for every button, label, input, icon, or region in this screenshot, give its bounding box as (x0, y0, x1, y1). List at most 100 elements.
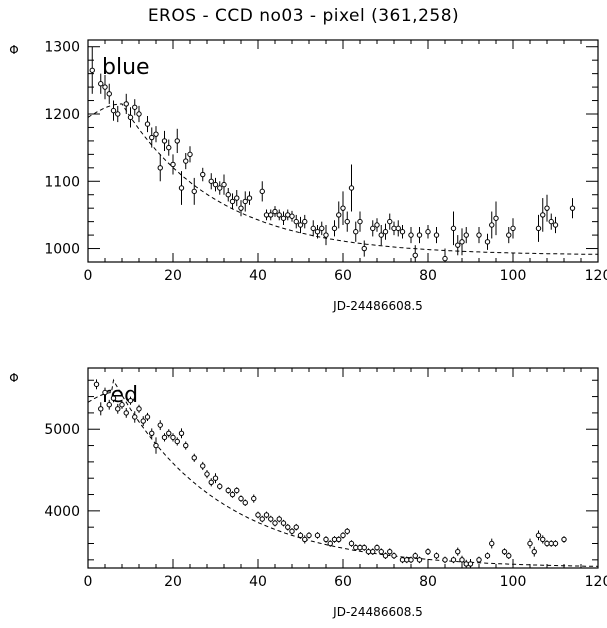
y-axis-title: Φ (9, 371, 18, 385)
data-point (442, 255, 448, 262)
data-point (370, 225, 376, 232)
data-point (106, 402, 112, 408)
data-point (552, 222, 559, 228)
data-point (272, 520, 278, 526)
data-point (127, 397, 134, 404)
data-point (174, 138, 180, 144)
data-point (183, 158, 189, 164)
data-point (212, 475, 219, 481)
x-tick-label: 60 (334, 268, 352, 284)
data-point (149, 430, 155, 437)
data-point (149, 134, 155, 141)
data-point (404, 557, 410, 563)
data-point (110, 395, 117, 401)
data-point (132, 414, 138, 420)
data-point (208, 479, 214, 485)
data-point (544, 540, 550, 547)
data-point (395, 225, 401, 232)
data-point (357, 544, 363, 551)
data-point (225, 192, 231, 198)
data-point (280, 520, 287, 526)
data-point (204, 471, 210, 477)
data-point (212, 181, 219, 188)
x-tick-label: 40 (249, 268, 267, 284)
data-point (348, 540, 355, 547)
data-point (476, 232, 482, 238)
data-point (238, 495, 244, 502)
data-point (412, 553, 418, 559)
data-point (506, 553, 512, 559)
data-point (276, 516, 282, 522)
data-point (374, 544, 380, 551)
data-point (221, 181, 227, 188)
data-point (110, 107, 117, 114)
data-point (391, 225, 397, 232)
data-point (433, 553, 440, 559)
data-point (501, 548, 508, 555)
data-point (102, 84, 108, 90)
data-point (166, 430, 172, 437)
data-point (89, 67, 95, 73)
data-point (416, 557, 423, 563)
data-point (353, 229, 359, 235)
data-point (489, 540, 495, 547)
data-point (157, 165, 163, 171)
data-point (289, 528, 295, 534)
x-tick-label: 20 (164, 574, 182, 590)
data-point (310, 225, 316, 232)
data-point (459, 239, 465, 245)
y-tick-label: 1300 (44, 40, 80, 56)
data-point (259, 188, 265, 195)
data-point (382, 229, 389, 235)
data-point (531, 548, 537, 555)
data-point (153, 442, 159, 449)
data-point (425, 548, 431, 555)
data-point (336, 212, 342, 218)
data-point (467, 561, 474, 567)
data-point (217, 185, 223, 191)
data-point (183, 442, 189, 449)
data-point (170, 161, 176, 168)
data-point (285, 524, 291, 530)
data-point (170, 434, 176, 441)
y-tick-label: 1200 (44, 107, 80, 123)
data-point (238, 205, 244, 211)
data-point (433, 232, 440, 238)
data-point (319, 225, 325, 232)
data-point (268, 212, 274, 218)
band-label: blue (102, 55, 150, 80)
data-point (348, 185, 355, 191)
data-point (153, 131, 159, 137)
data-point (544, 205, 550, 211)
data-point (548, 218, 554, 225)
data-point (327, 540, 333, 547)
data-point (297, 222, 304, 228)
data-point (416, 232, 423, 238)
data-point (102, 389, 108, 396)
data-point (276, 212, 282, 218)
data-point (344, 528, 350, 534)
data-point (157, 422, 163, 428)
data-point (123, 410, 129, 416)
data-point (489, 222, 495, 228)
data-point (174, 438, 180, 445)
data-point (234, 195, 240, 201)
data-point (251, 495, 257, 502)
data-point (476, 557, 482, 563)
data-point (340, 532, 346, 539)
data-point (98, 406, 104, 412)
data-point (399, 557, 406, 563)
data-point (123, 101, 129, 107)
data-point (225, 487, 231, 494)
data-point (229, 491, 236, 498)
data-point (484, 239, 491, 245)
y-tick-label: 5000 (44, 422, 80, 438)
data-point (136, 406, 142, 412)
data-point (374, 222, 380, 228)
data-point (450, 225, 457, 232)
x-tick-label: 80 (419, 268, 437, 284)
x-tick-label: 40 (249, 574, 267, 590)
data-point (200, 171, 206, 178)
data-point (289, 213, 295, 219)
data-point (336, 536, 342, 543)
